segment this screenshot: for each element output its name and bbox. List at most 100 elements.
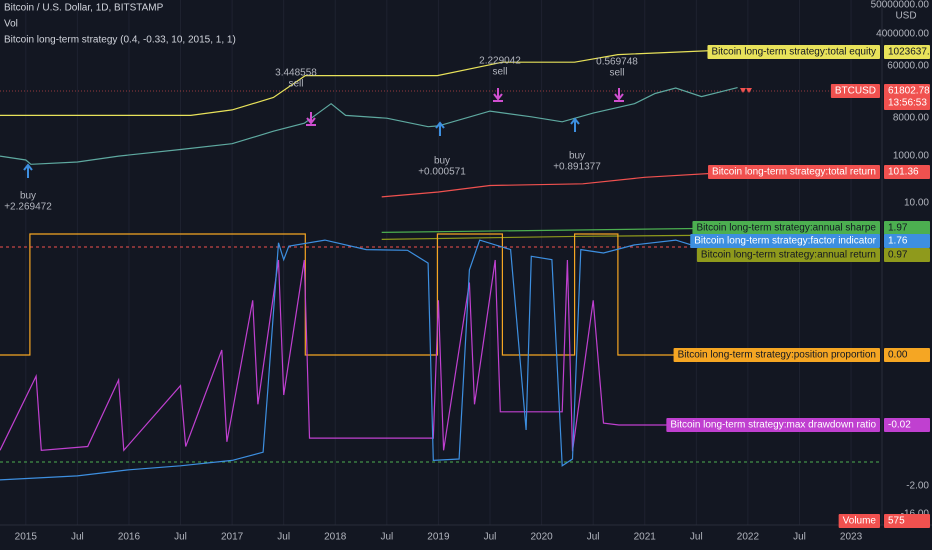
time-tick-label: 2018 (324, 532, 347, 543)
scale-label: Volume 575 (838, 514, 930, 528)
trade-kind: buy (20, 191, 36, 202)
label-name: Bitcoin long-term strategy:max drawdown … (670, 420, 876, 431)
buy-arrow (570, 117, 580, 132)
label-box (692, 221, 880, 235)
label-box (690, 234, 880, 248)
price-axis-label: 10.00 (904, 198, 929, 209)
label-time: 13:56:53 (888, 98, 927, 109)
scale-label: Bitcoin long-term strategy:total return 1… (708, 165, 930, 179)
price-axis-label: -2.00 (906, 481, 929, 492)
scale-label: Bitcoin long-term strategy:factor indica… (690, 234, 930, 248)
signal-markers (740, 88, 752, 93)
value-box (884, 348, 930, 362)
label-name: Bitcoin long-term strategy:total return (712, 167, 876, 178)
trade-kind: buy (569, 151, 585, 162)
trade-kind: buy (434, 156, 450, 167)
trade-kind: sell (492, 67, 507, 78)
label-value: 0.97 (888, 250, 908, 261)
label-value: 61802.78 (888, 86, 930, 97)
trade-arrows (23, 88, 752, 178)
currency-unit: USD (895, 11, 916, 22)
scale-label: Bitcoin long-term strategy:position prop… (673, 348, 930, 362)
price-axis-label: 1000.00 (893, 151, 930, 162)
series-lines (0, 48, 738, 481)
trade-amount: +2.269472 (4, 202, 52, 213)
scale-label: Bitcoin long-term strategy:max drawdown … (666, 418, 930, 432)
series-line (0, 87, 738, 165)
trade-amount: 3.448558 (275, 68, 317, 79)
time-tick-label: Jul (587, 532, 600, 543)
label-name: Bitcoin long-term strategy:annual sharpe (696, 223, 876, 234)
time-tick-label: 2017 (221, 532, 244, 543)
label-value: 1.97 (888, 223, 908, 234)
trade-amount: 2.229042 (479, 56, 521, 67)
volume-title: Vol (4, 19, 18, 30)
label-name: Bitcoin long-term strategy:total equity (711, 47, 876, 58)
time-tick-label: Jul (174, 532, 187, 543)
time-tick-label: 2019 (427, 532, 450, 543)
series-line (0, 48, 738, 116)
label-box (708, 165, 880, 179)
time-tick-label: 2022 (737, 532, 760, 543)
value-box (884, 418, 930, 432)
series-line (0, 259, 738, 452)
sell-arrow (493, 88, 503, 102)
scale-label: Bitcoin long-term strategy:annual sharpe… (692, 221, 930, 235)
label-box (838, 514, 880, 528)
series-line (381, 171, 738, 198)
series-line (381, 227, 738, 233)
buy-arrow (435, 121, 445, 136)
label-box (673, 348, 880, 362)
time-tick-label: Jul (690, 532, 703, 543)
trade-amount: 0.569748 (596, 57, 638, 68)
time-tick-label: Jul (793, 532, 806, 543)
time-tick-label: 2023 (840, 532, 863, 543)
time-tick-label: 2021 (634, 532, 657, 543)
scale-label: Bitcoin long-term strategy:total equity 1… (707, 45, 932, 59)
label-name: Volume (843, 516, 877, 527)
time-tick-label: Jul (277, 532, 290, 543)
buy-arrow (23, 163, 33, 178)
time-tick-label: 2016 (118, 532, 141, 543)
label-name: Bitcoin long-term strategy:factor indica… (694, 236, 876, 247)
price-axis-label: 50000000.00 (871, 0, 930, 11)
label-box (696, 248, 880, 262)
label-value: 0.00 (888, 350, 908, 361)
trade-kind: sell (609, 68, 624, 79)
time-tick-label: Jul (71, 532, 84, 543)
label-box (830, 84, 880, 98)
label-box (666, 418, 880, 432)
series-line (0, 231, 738, 481)
label-value: 575 (888, 516, 905, 527)
label-name: Bitcoin long-term strategy:annual return (701, 250, 876, 261)
label-value: 1023637.79 (888, 47, 932, 58)
trade-amount: +0.891377 (553, 162, 601, 173)
value-box (884, 84, 930, 110)
value-box (884, 234, 930, 248)
trade-amount: +0.000571 (418, 167, 466, 178)
value-box (884, 45, 930, 59)
time-tick-label: Jul (484, 532, 497, 543)
time-tick-label: Jul (380, 532, 393, 543)
label-box (707, 45, 880, 59)
price-axis-label: 8000.00 (893, 113, 930, 124)
label-name: Bitcoin long-term strategy:position prop… (678, 350, 876, 361)
value-box (884, 248, 930, 262)
value-box (884, 165, 930, 179)
strategy-title: Bitcoin long-term strategy (0.4, -0.33, … (4, 35, 236, 46)
series-line (381, 234, 738, 240)
series-line (0, 233, 738, 356)
price-axis-label: 60000.00 (887, 61, 929, 72)
label-value: 1.76 (888, 236, 908, 247)
trade-kind: sell (288, 79, 303, 90)
time-tick-label: 2020 (530, 532, 553, 543)
symbol-title: Bitcoin / U.S. Dollar, 1D, BITSTAMP (4, 3, 164, 14)
value-box (884, 221, 930, 235)
label-name: BTCUSD (835, 86, 876, 97)
price-axis-label: 4000000.00 (876, 29, 929, 40)
sell-arrow (614, 88, 624, 102)
label-value: -0.02 (888, 420, 911, 431)
